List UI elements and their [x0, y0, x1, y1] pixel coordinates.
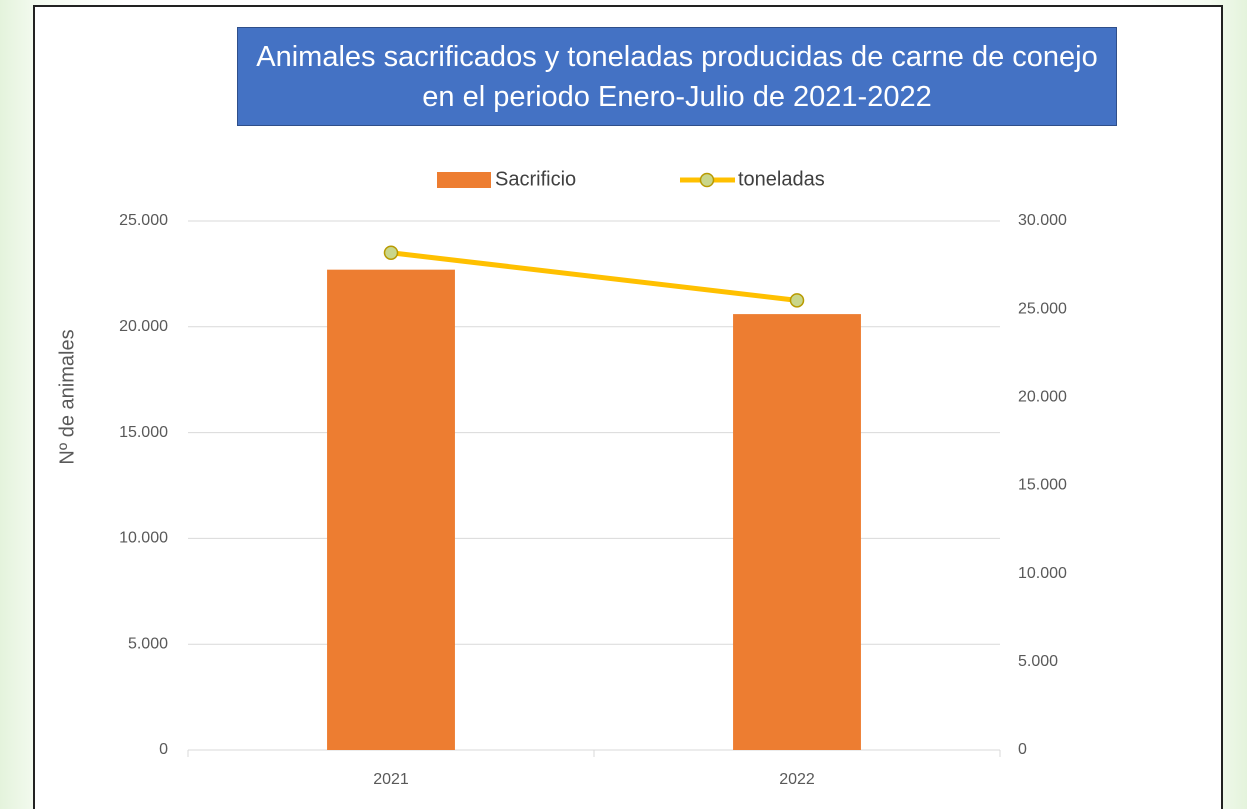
y2-tick-label: 5.000	[1018, 653, 1058, 670]
x-tick-label: 2022	[779, 771, 815, 788]
legend-label: Sacrificio	[495, 168, 576, 190]
y-tick-label: 20.000	[119, 318, 168, 335]
marker	[789, 293, 805, 308]
chart-title: Animales sacrificados y toneladas produc…	[237, 27, 1117, 126]
y2-tick-label: 30.000	[1018, 212, 1067, 229]
y2-tick-label: 25.000	[1018, 300, 1067, 317]
bar	[733, 314, 861, 750]
chart-frame	[33, 5, 1223, 809]
x-tick-label: 2021	[373, 771, 409, 788]
y-tick-label: 15.000	[119, 424, 168, 441]
y2-tick-label: 10.000	[1018, 565, 1067, 582]
legend-swatch	[437, 172, 491, 188]
y-tick-label: 10.000	[119, 530, 168, 547]
y-tick-label: 25.000	[119, 212, 168, 229]
legend-marker	[699, 172, 715, 188]
y2-tick-label: 15.000	[1018, 477, 1067, 494]
legend-label: toneladas	[738, 168, 825, 190]
marker	[383, 245, 399, 260]
bar	[327, 269, 455, 750]
y2-tick-label: 0	[1018, 741, 1027, 758]
y-axis-label: Nº de animales	[56, 329, 78, 464]
line	[390, 250, 798, 303]
y2-tick-label: 20.000	[1018, 389, 1067, 406]
y-tick-label: 0	[159, 741, 168, 758]
y-tick-label: 5.000	[128, 635, 168, 652]
